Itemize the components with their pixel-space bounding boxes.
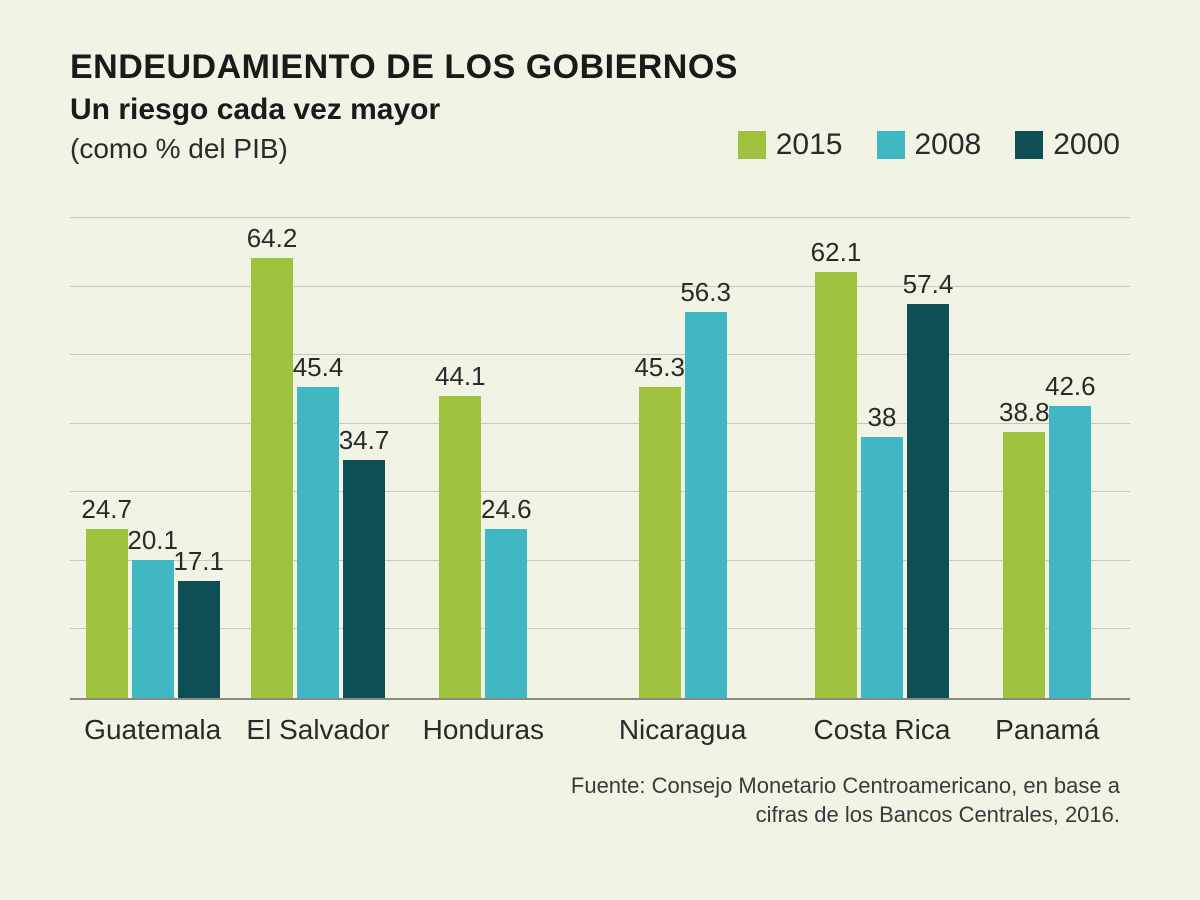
legend-swatch	[877, 131, 905, 159]
legend-item: 2000	[1015, 128, 1120, 162]
bar-groups: 24.720.117.164.245.434.744.124.645.356.3…	[70, 220, 1130, 698]
bar	[485, 529, 527, 698]
group-gap	[566, 220, 600, 698]
bar-value-label: 38.8	[999, 397, 1050, 428]
bar-wrap: 57.4	[907, 269, 949, 698]
bar	[297, 387, 339, 698]
bar-value-label: 44.1	[435, 361, 486, 392]
bar-value-label: 24.6	[481, 494, 532, 525]
bar-value-label: 42.6	[1045, 371, 1096, 402]
x-axis-label: Guatemala	[70, 708, 235, 746]
bar-value-label: 17.1	[173, 546, 224, 577]
x-axis-label: Panamá	[965, 708, 1130, 746]
bar	[815, 272, 857, 698]
bar-value-label: 34.7	[339, 425, 390, 456]
bar-wrap: 24.7	[86, 494, 128, 698]
bar-wrap: 62.1	[815, 237, 857, 698]
bar	[439, 396, 481, 698]
chart-subtitle: Un riesgo cada vez mayor	[70, 93, 1130, 127]
bar-wrap: 56.3	[685, 277, 727, 698]
bar-group: 45.356.3	[600, 220, 765, 698]
bar-wrap: 44.1	[439, 361, 481, 698]
x-axis-label: Nicaragua	[600, 708, 765, 746]
bar	[639, 387, 681, 698]
x-axis-label: El Salvador	[235, 708, 400, 746]
bar-wrap: 20.1	[132, 525, 174, 698]
bar	[132, 560, 174, 698]
legend-label: 2000	[1053, 128, 1120, 162]
bar	[86, 529, 128, 698]
bar	[1049, 406, 1091, 698]
bar	[1003, 432, 1045, 698]
bar-wrap: 64.2	[251, 223, 293, 698]
bar-wrap: 45.4	[297, 352, 339, 698]
bar-value-label: 24.7	[81, 494, 132, 525]
bar-value-label: 57.4	[903, 269, 954, 300]
x-axis-label: Costa Rica	[799, 708, 964, 746]
legend-swatch	[738, 131, 766, 159]
bar-wrap: 38.8	[1003, 397, 1045, 698]
group-gap	[765, 220, 799, 698]
legend-item: 2015	[738, 128, 843, 162]
bar-value-label: 45.4	[293, 352, 344, 383]
legend-item: 2008	[877, 128, 982, 162]
xlabel-gap	[566, 708, 600, 746]
bar-value-label: 45.3	[634, 352, 685, 383]
bar	[685, 312, 727, 698]
xlabel-gap	[765, 708, 799, 746]
chart-title: ENDEUDAMIENTO DE LOS GOBIERNOS	[70, 48, 1130, 87]
bar-value-label: 56.3	[680, 277, 731, 308]
legend: 2015 2008 2000	[738, 128, 1120, 162]
bar-value-label: 20.1	[127, 525, 178, 556]
bar-group: 62.1 38 57.4	[799, 220, 964, 698]
bar	[343, 460, 385, 698]
bar-group: 38.842.6	[965, 220, 1130, 698]
bar-wrap: 17.1	[178, 546, 220, 698]
bar-value-label: 62.1	[811, 237, 862, 268]
bar-value-label: 64.2	[247, 223, 298, 254]
source-text: Fuente: Consejo Monetario Centroamerican…	[571, 771, 1120, 830]
bar	[861, 437, 903, 698]
x-axis-label: Honduras	[401, 708, 566, 746]
bar	[251, 258, 293, 698]
bar-wrap: 38	[861, 402, 903, 698]
bar-wrap: 34.7	[343, 425, 385, 698]
bar-group: 64.245.434.7	[235, 220, 400, 698]
gridline	[70, 217, 1130, 218]
legend-label: 2008	[915, 128, 982, 162]
bar-value-label: 38	[868, 402, 897, 433]
legend-label: 2015	[776, 128, 843, 162]
bar-group: 24.720.117.1	[70, 220, 235, 698]
source-line-1: Fuente: Consejo Monetario Centroamerican…	[571, 771, 1120, 801]
bar-wrap: 45.3	[639, 352, 681, 698]
bar-group: 44.124.6	[401, 220, 566, 698]
chart-plot-area: 24.720.117.164.245.434.744.124.645.356.3…	[70, 220, 1130, 700]
bar	[907, 304, 949, 698]
bar-wrap: 42.6	[1049, 371, 1091, 698]
bar-wrap: 24.6	[485, 494, 527, 698]
source-line-2: cifras de los Bancos Centrales, 2016.	[571, 800, 1120, 830]
legend-swatch	[1015, 131, 1043, 159]
bar	[178, 581, 220, 698]
x-axis-labels: GuatemalaEl SalvadorHonduras Nicaragua Cos…	[70, 708, 1130, 746]
